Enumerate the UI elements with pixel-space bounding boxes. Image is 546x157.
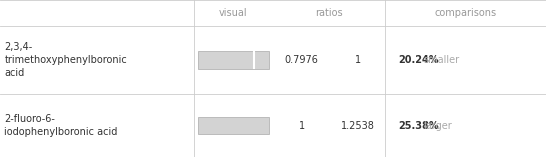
Text: 1: 1 [354, 55, 361, 65]
Text: ratios: ratios [315, 8, 343, 18]
Text: 1.2538: 1.2538 [341, 121, 375, 131]
Bar [198, 117, 269, 134]
Text: comparisons: comparisons [435, 8, 496, 18]
Text: 2-fluoro-6-
iodophenylboronic acid: 2-fluoro-6- iodophenylboronic acid [4, 114, 118, 137]
Bar [198, 51, 269, 69]
Text: 20.24%: 20.24% [399, 55, 439, 65]
Text: 1: 1 [299, 121, 305, 131]
Text: 0.7976: 0.7976 [284, 55, 319, 65]
Text: larger: larger [424, 121, 452, 131]
Text: 2,3,4-
trimethoxyphenylboronic
acid: 2,3,4- trimethoxyphenylboronic acid [4, 42, 127, 78]
Text: visual: visual [219, 8, 248, 18]
Text: smaller: smaller [424, 55, 460, 65]
Text: 25.38%: 25.38% [399, 121, 439, 131]
